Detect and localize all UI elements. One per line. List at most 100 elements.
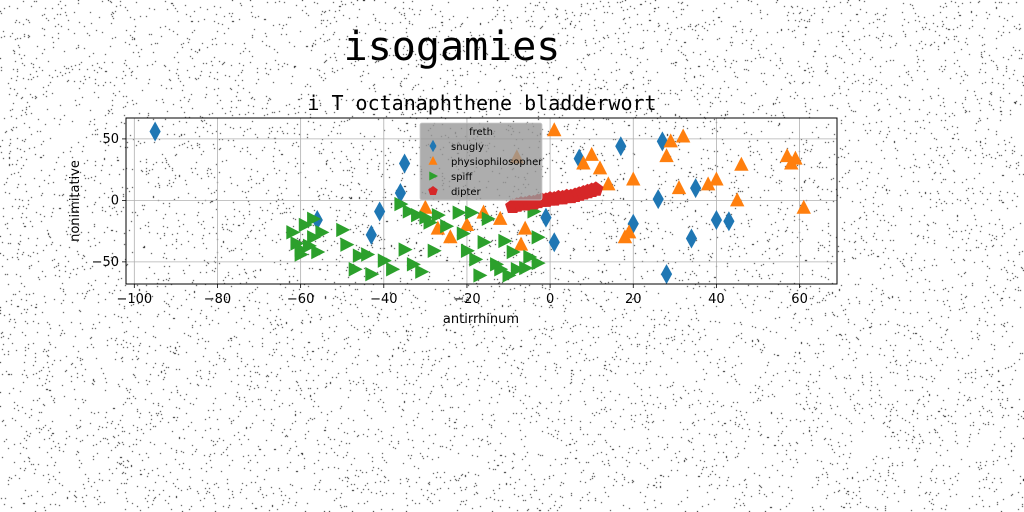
x-tick-label: 0 (546, 292, 554, 307)
data-point (548, 232, 560, 253)
x-tick-label: 60 (791, 292, 808, 307)
y-tick-label: 0 (111, 193, 119, 208)
data-point (365, 224, 377, 245)
data-point (460, 243, 475, 258)
data-point (627, 213, 639, 234)
legend-marker-physiophilosopher (428, 156, 438, 165)
data-point (660, 264, 673, 285)
data-point (418, 199, 433, 214)
data-point (302, 238, 317, 254)
chart-suptitle: isogamies (344, 24, 561, 70)
x-tick-label: 20 (625, 292, 642, 307)
data-point (415, 264, 430, 279)
x-tick-label: −60 (287, 292, 314, 307)
data-point (710, 210, 723, 231)
data-point (621, 224, 637, 239)
data-point (656, 131, 668, 152)
data-point (709, 171, 724, 186)
data-point (402, 204, 417, 219)
data-point (531, 230, 546, 245)
x-axis-ticks: −100 −80 −60 −40 −20 0 20 40 60 (116, 284, 808, 307)
data-point (588, 181, 604, 196)
y-tick-label: 50 (102, 132, 119, 147)
data-point (477, 234, 492, 250)
data-point (469, 252, 484, 267)
data-point (723, 211, 735, 232)
data-point (517, 220, 533, 235)
data-point (730, 192, 745, 207)
data-point (365, 266, 380, 282)
data-point (513, 236, 529, 251)
data-point (465, 205, 480, 220)
legend-marker-snugly (429, 139, 437, 153)
x-tick-label: −80 (204, 292, 231, 307)
legend-box (419, 122, 543, 201)
axes-frame (125, 117, 838, 285)
data-point (294, 247, 309, 262)
data-point (427, 243, 442, 258)
data-point (547, 122, 562, 137)
data-point (626, 171, 641, 186)
legend-label-dipter: dipter (451, 187, 482, 198)
data-point (352, 248, 367, 263)
data-point (519, 260, 534, 276)
data-point (286, 225, 301, 240)
data-point (685, 228, 698, 249)
legend-title: freth (469, 127, 493, 138)
x-tick-label: 40 (708, 292, 725, 307)
data-point (340, 237, 355, 252)
data-point (149, 121, 161, 142)
data-point (307, 230, 322, 245)
data-point (502, 268, 517, 283)
data-point (311, 244, 326, 260)
data-point (336, 222, 351, 238)
legend-label-snugly: snugly (451, 142, 484, 153)
data-point (452, 205, 467, 220)
data-point (493, 210, 508, 225)
data-point (675, 128, 691, 143)
data-point (652, 189, 664, 210)
data-point (459, 216, 475, 231)
x-tick-label: −40 (370, 292, 397, 307)
chart-title: i T octanaphthene bladderwort (307, 91, 656, 115)
data-point (398, 242, 413, 257)
legend-label-physiophilosopher: physiophilosopher (451, 157, 543, 168)
data-marks (149, 121, 811, 285)
data-point (494, 262, 509, 277)
legend-label-spiff: spiff (451, 172, 473, 183)
data-point (315, 225, 330, 240)
x-tick-label: −100 (116, 292, 152, 307)
data-point (394, 183, 407, 204)
data-point (796, 199, 811, 214)
data-point (506, 244, 521, 260)
x-axis-label: antirrhinum (443, 312, 519, 327)
data-point (601, 176, 616, 191)
y-axis-label: nonimitative (68, 160, 83, 242)
data-point (377, 253, 392, 268)
data-point (361, 247, 376, 262)
data-point (700, 176, 716, 191)
x-tick-label: −20 (453, 292, 480, 307)
data-point (592, 160, 608, 175)
data-point (671, 180, 687, 195)
y-tick-label: −50 (92, 255, 119, 270)
legend-marker-dipter (428, 186, 438, 196)
data-point (531, 255, 546, 271)
data-point (584, 146, 599, 161)
data-point (615, 136, 627, 157)
data-point (398, 153, 411, 174)
legend-marker-spiff (429, 171, 438, 181)
data-point (456, 226, 471, 241)
data-point (290, 236, 305, 251)
data-point (663, 133, 678, 148)
y-axis-ticks: −50 0 50 (92, 132, 126, 270)
series-dipter (505, 181, 604, 214)
data-point (348, 262, 363, 277)
data-point (690, 178, 702, 199)
data-point (423, 215, 438, 230)
data-point (443, 229, 458, 244)
data-point (298, 217, 313, 233)
data-point (576, 155, 591, 170)
data-point (481, 211, 496, 227)
data-point (411, 207, 426, 223)
